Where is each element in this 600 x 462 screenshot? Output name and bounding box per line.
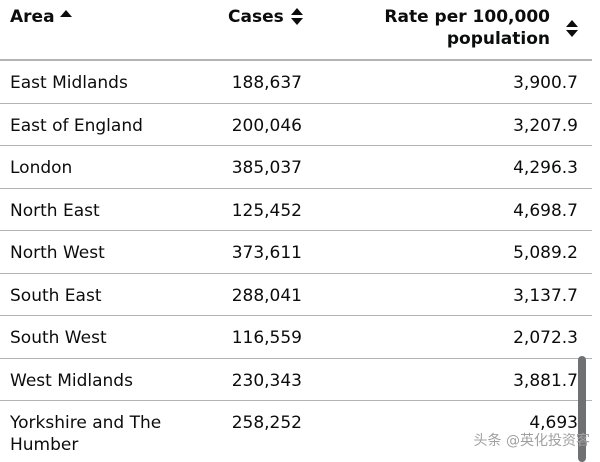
- table-row: East Midlands 188,637 3,900.7: [0, 61, 592, 104]
- column-header-cases-label[interactable]: Cases: [228, 7, 284, 27]
- cell-area: West Midlands: [10, 370, 133, 391]
- table-row: South East 288,041 3,137.7: [0, 274, 592, 316]
- table-row: Yorkshire and The Humber 258,252 4,693: [0, 401, 592, 462]
- cell-area: South West: [10, 328, 107, 348]
- cell-cases: 230,343: [231, 370, 302, 391]
- cell-area: East Midlands: [10, 73, 128, 93]
- column-header-rate[interactable]: Rate per 100,000 population: [360, 6, 550, 50]
- cell-area: South East: [10, 285, 102, 306]
- table-header: Area Cases Rate per 100,000 population: [0, 0, 592, 61]
- cell-cases: 200,046: [231, 115, 302, 136]
- cell-rate: 4,296.3: [513, 158, 578, 178]
- cell-cases: 116,559: [231, 328, 302, 348]
- sort-down-icon[interactable]: [566, 30, 578, 37]
- vertical-scrollbar[interactable]: [578, 356, 586, 462]
- cell-cases: 288,041: [231, 285, 302, 306]
- cell-area-line2: Humber: [10, 435, 79, 455]
- table-row: North West 373,611 5,089.2: [0, 231, 592, 274]
- sort-down-icon[interactable]: [291, 18, 303, 25]
- table-row: South West 116,559 2,072.3: [0, 316, 592, 359]
- table-row: North East 125,452 4,698.7: [0, 189, 592, 231]
- table-row: East of England 200,046 3,207.9: [0, 104, 592, 146]
- column-header-area[interactable]: Area: [10, 6, 55, 28]
- cell-rate: 4,698.7: [513, 200, 578, 221]
- cell-area: North East: [10, 200, 100, 221]
- column-header-rate-label-line1[interactable]: Rate per 100,000: [384, 7, 550, 27]
- sort-up-icon[interactable]: [291, 8, 303, 15]
- column-header-cases[interactable]: Cases: [228, 6, 284, 28]
- cell-area: Yorkshire and The Humber: [10, 412, 161, 456]
- cell-area: North West: [10, 243, 105, 263]
- column-header-rate-label-line2[interactable]: population: [446, 29, 550, 49]
- sort-ascending-icon[interactable]: [60, 10, 72, 17]
- cell-rate: 3,900.7: [513, 73, 578, 93]
- table-row: London 385,037 4,296.3: [0, 146, 592, 189]
- sort-up-icon[interactable]: [566, 20, 578, 27]
- cell-cases: 373,611: [231, 243, 302, 263]
- cell-area-line1: Yorkshire and The: [10, 413, 162, 433]
- cell-rate: 3,207.9: [513, 115, 578, 136]
- cell-area: London: [10, 158, 73, 178]
- cell-rate: 3,137.7: [513, 285, 578, 306]
- cell-rate: 5,089.2: [513, 243, 578, 263]
- cell-rate: 2,072.3: [513, 328, 578, 348]
- cell-cases: 258,252: [231, 413, 302, 433]
- cell-cases: 188,637: [231, 73, 302, 93]
- cell-rate: 4,693: [529, 413, 578, 433]
- column-header-area-label[interactable]: Area: [10, 7, 55, 27]
- cell-cases: 125,452: [231, 200, 302, 221]
- cell-rate: 3,881.7: [513, 370, 578, 391]
- table-row: West Midlands 230,343 3,881.7: [0, 359, 592, 401]
- cell-area: East of England: [10, 115, 143, 136]
- watermark-text: 头条 @英化投资客: [473, 433, 590, 449]
- cell-cases: 385,037: [231, 158, 302, 178]
